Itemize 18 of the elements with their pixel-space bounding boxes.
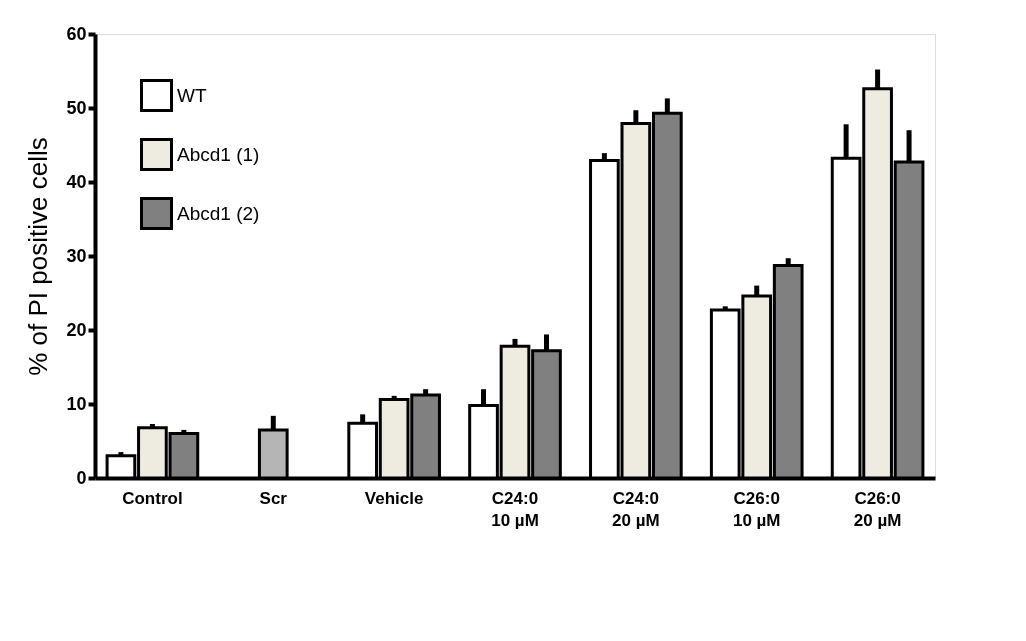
legend-label: WT (177, 84, 207, 106)
y-axis-title: % of PI positive cells (23, 137, 54, 376)
x-tick-label: Control (122, 488, 183, 508)
x-tick-label: C26:0 10 µM (732, 488, 781, 530)
y-tick-label: 20 (66, 319, 87, 340)
x-tick-label: Vehicle (364, 488, 424, 508)
y-tick-label: 30 (66, 245, 87, 266)
y-tick-label: 0 (76, 467, 87, 488)
x-tick-label: C24:0 20 µM (612, 488, 660, 530)
x-tick-label: C24:0 10 µM (491, 488, 539, 530)
y-tick-label: 40 (66, 171, 87, 192)
y-tick-label: 50 (66, 97, 87, 118)
legend-label: Abcd1 (1) (177, 143, 260, 165)
y-tick-label: 60 (66, 23, 87, 44)
y-tick-label: 10 (66, 393, 87, 414)
legend-label: Abcd1 (2) (177, 202, 260, 224)
x-tick-label: Scr (259, 488, 288, 508)
x-tick-label: C26:0 20 µM (853, 488, 902, 530)
